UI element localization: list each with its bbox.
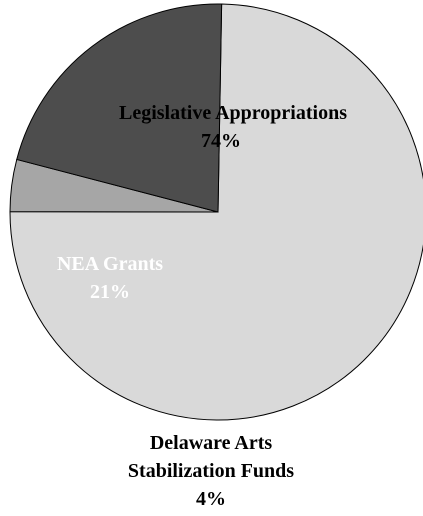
slice-percent-legislative-appropriations: 74% [201,130,241,152]
slice-percent-delaware-arts: 4% [196,488,226,510]
slice-label-legislative-appropriations: Legislative Appropriations [119,102,347,124]
slice-label-delaware-arts-line-1: Delaware Arts [150,432,273,454]
slice-label-delaware-arts-line-2: Stabilization Funds [128,460,294,482]
pie-slices [9,3,423,421]
pie-slice-legislative-appropriations [9,3,423,421]
slice-percent-nea-grants: 21% [90,281,130,303]
slice-label-nea-grants: NEA Grants [57,253,163,275]
pie-slice-nea-grants [16,3,223,213]
pie-labels: Legislative Appropriations 74% NEA Grant… [57,102,347,510]
